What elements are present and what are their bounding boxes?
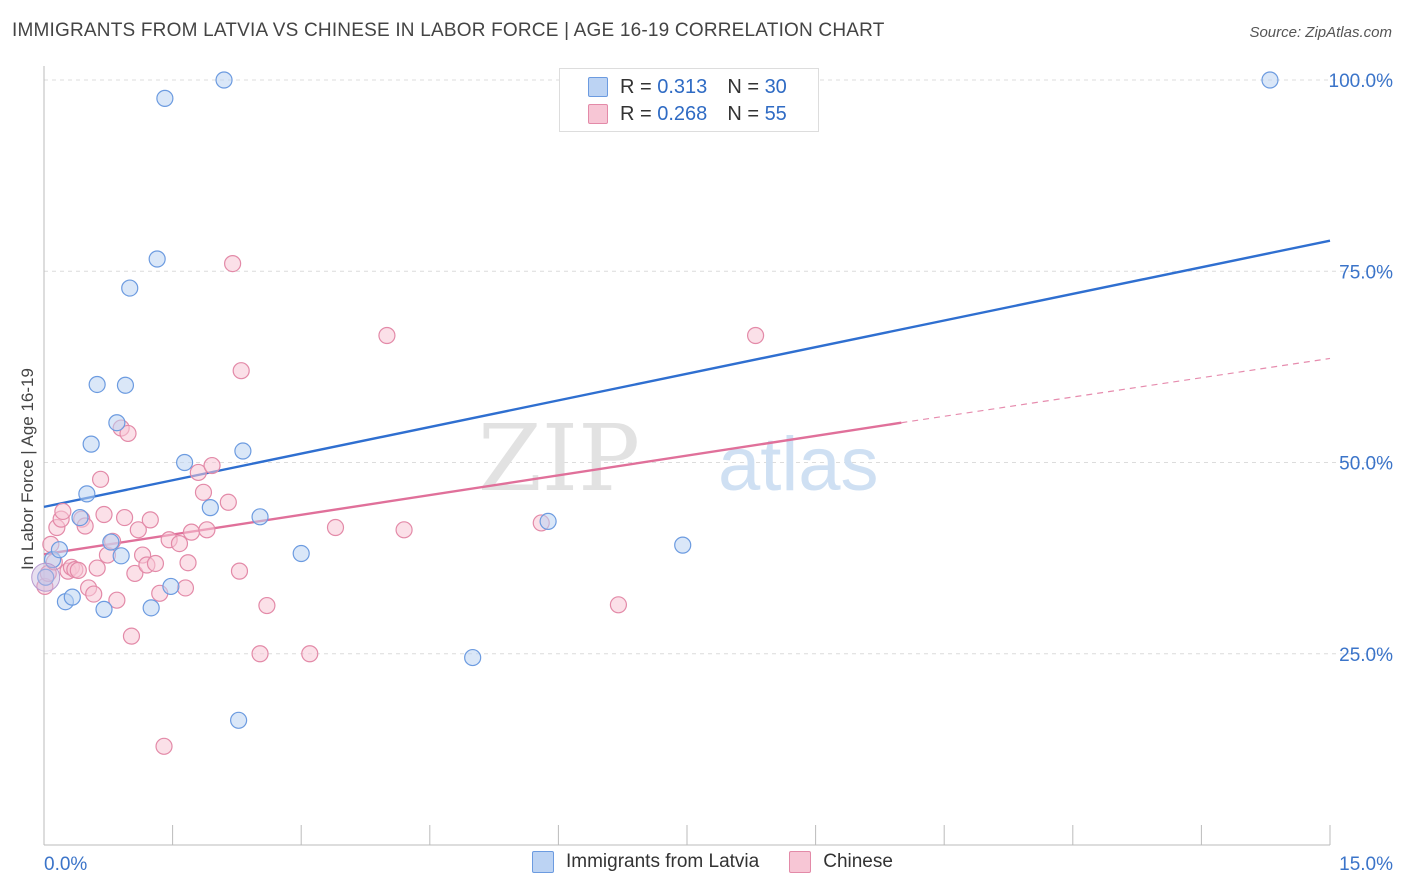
data-point-latvia <box>674 536 692 554</box>
data-point-chinese <box>88 559 106 577</box>
data-point-chinese <box>395 521 413 539</box>
data-point-latvia <box>63 588 81 606</box>
data-point-chinese <box>119 424 137 443</box>
data-point-latvia <box>95 600 113 618</box>
data-point-chinese <box>378 326 396 345</box>
legend-n-value: 30 <box>764 75 787 98</box>
legend-r-value: 0.313 <box>657 75 708 98</box>
data-point-chinese <box>219 493 237 511</box>
watermark-atlas: atlas <box>718 422 879 507</box>
data-point-latvia <box>176 453 194 472</box>
correlation-legend: R = 0.313 N = 30 R = 0.268 N = 55 <box>559 68 819 132</box>
data-point-chinese <box>91 470 110 488</box>
data-point-chinese <box>189 463 207 482</box>
data-point-chinese <box>179 554 197 572</box>
data-point-latvia <box>464 648 482 667</box>
data-point-latvia <box>1261 71 1279 89</box>
data-point-chinese <box>155 737 173 755</box>
series-swatch-latvia <box>532 851 554 873</box>
data-point-latvia <box>102 533 120 551</box>
data-point-latvia <box>78 485 96 503</box>
series-legend-latvia: Immigrants from Latvia <box>532 851 759 873</box>
data-point-chinese <box>54 502 72 521</box>
legend-n-label: N = <box>727 75 759 98</box>
data-point-chinese <box>230 562 249 580</box>
data-point-latvia <box>82 435 100 453</box>
data-point-cluster <box>31 562 61 592</box>
legend-row-chinese: R = 0.268 N = 55 <box>588 101 787 127</box>
data-point-chinese <box>182 523 201 541</box>
data-point-latvia <box>116 376 135 394</box>
legend-swatch-chinese <box>588 104 608 124</box>
data-point-chinese <box>224 255 242 273</box>
watermark-zip: ZIP <box>478 405 640 512</box>
data-point-latvia <box>230 711 248 729</box>
data-point-latvia <box>156 89 174 107</box>
data-point-chinese <box>69 561 87 579</box>
y-tick-label: 75.0% <box>1339 262 1393 283</box>
legend-row-latvia: R = 0.313 N = 30 <box>588 74 787 100</box>
data-point-chinese <box>203 456 221 475</box>
legend-swatch-latvia <box>588 77 608 97</box>
data-point-latvia <box>162 577 180 596</box>
data-point-chinese <box>95 505 113 524</box>
data-point-latvia <box>37 568 55 586</box>
data-point-latvia <box>292 544 310 563</box>
legend-n-label: N = <box>727 102 759 125</box>
x-tick-label-min: 0.0% <box>44 854 87 875</box>
y-tick-label: 25.0% <box>1339 645 1393 666</box>
source-label: Source: ZipAtlas.com <box>1249 24 1392 41</box>
data-point-latvia <box>539 512 557 531</box>
data-point-latvia <box>215 71 233 89</box>
data-point-latvia <box>88 375 106 394</box>
data-point-latvia <box>112 547 130 565</box>
legend-r-label: R = <box>620 75 652 98</box>
data-point-chinese <box>108 591 126 609</box>
y-tick-label: 100.0% <box>1329 71 1394 92</box>
data-point-chinese <box>170 534 189 553</box>
legend-r-value: 0.268 <box>657 102 708 125</box>
trend-line-0 <box>43 239 1331 509</box>
data-point-latvia <box>121 279 139 297</box>
data-point-latvia <box>251 508 269 526</box>
data-point-chinese <box>141 511 159 529</box>
y-tick-label: 50.0% <box>1339 454 1393 475</box>
data-point-chinese <box>129 521 147 539</box>
x-tick-label-max: 15.0% <box>1339 854 1393 875</box>
data-point-chinese <box>251 645 269 663</box>
data-point-chinese <box>198 521 216 539</box>
data-point-chinese <box>146 554 165 573</box>
data-point-chinese <box>326 518 345 537</box>
data-point-chinese <box>194 483 213 501</box>
data-point-chinese <box>126 564 144 583</box>
data-point-chinese <box>232 362 250 380</box>
data-point-chinese <box>122 627 141 645</box>
legend-r-label: R = <box>620 102 652 125</box>
data-point-latvia <box>108 414 126 432</box>
series-name-latvia: Immigrants from Latvia <box>566 851 760 872</box>
trend-extension-1 <box>901 357 1331 424</box>
data-point-chinese <box>85 585 103 603</box>
series-swatch-chinese <box>789 851 812 873</box>
data-point-chinese <box>301 645 319 663</box>
data-point-latvia <box>142 599 160 617</box>
data-point-latvia <box>148 250 166 268</box>
data-point-chinese <box>176 579 195 597</box>
series-legend: Immigrants from Latvia Chinese <box>532 851 923 873</box>
legend-n-value: 55 <box>764 102 787 125</box>
data-point-latvia <box>201 499 219 517</box>
data-point-latvia <box>50 541 69 559</box>
data-point-chinese <box>609 596 628 614</box>
data-point-latvia <box>234 442 252 460</box>
data-point-latvia <box>71 508 89 527</box>
data-point-chinese <box>746 326 765 345</box>
series-legend-chinese: Chinese <box>789 851 893 873</box>
data-point-chinese <box>258 596 276 615</box>
series-name-chinese: Chinese <box>823 851 893 872</box>
data-point-chinese <box>115 508 134 527</box>
y-axis-label: In Labor Force | Age 16-19 <box>18 368 37 570</box>
chart-title: IMMIGRANTS FROM LATVIA VS CHINESE IN LAB… <box>12 20 885 41</box>
